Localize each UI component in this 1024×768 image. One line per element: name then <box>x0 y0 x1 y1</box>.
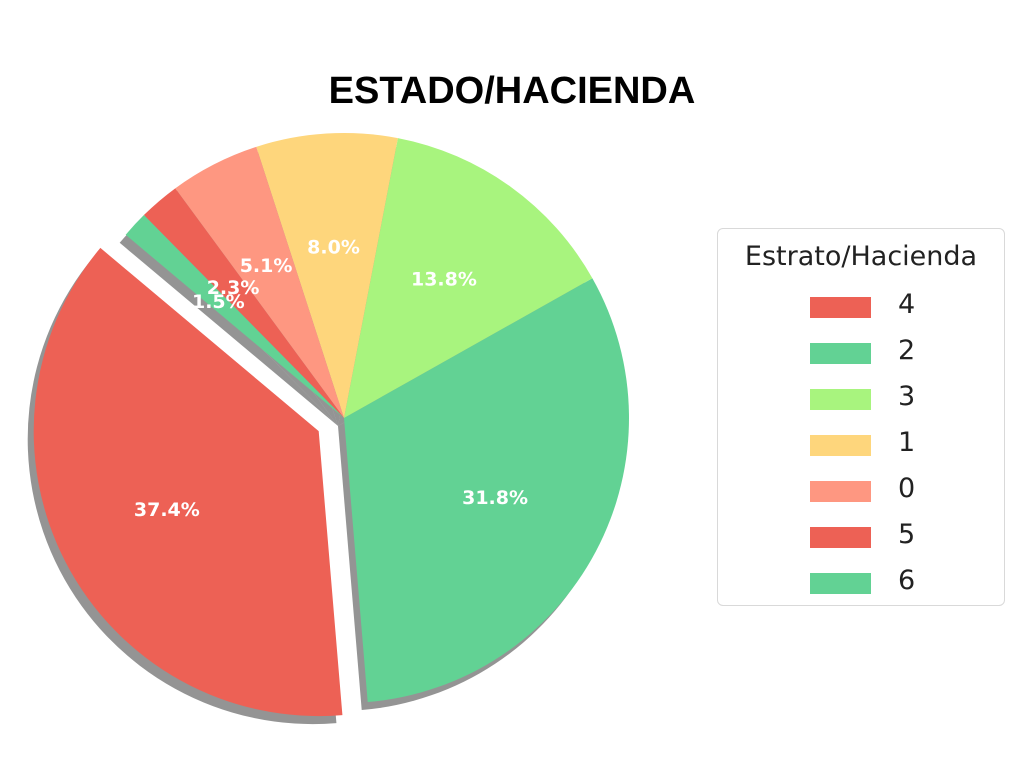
legend-label: 3 <box>898 381 916 412</box>
legend-item: 2 <box>810 333 990 379</box>
legend-swatch <box>810 297 871 318</box>
legend-label: 0 <box>898 473 916 504</box>
legend-item: 4 <box>810 287 990 333</box>
legend-item: 1 <box>810 425 990 471</box>
legend-swatch <box>810 435 871 456</box>
legend-item: 6 <box>810 563 990 609</box>
legend-swatch <box>810 343 871 364</box>
legend-label: 4 <box>898 289 916 320</box>
pie-slice-0 <box>175 146 344 418</box>
pie-slice-3 <box>344 138 593 418</box>
legend-swatch <box>810 481 871 502</box>
legend-title: Estrato/Hacienda <box>744 241 978 272</box>
pie-slice-pct-label: 8.0% <box>307 236 360 258</box>
legend-items: 4 2 3 1 0 5 6 <box>810 287 990 609</box>
pie-slice-5 <box>143 188 344 418</box>
pie-slice-pct-label: 1.5% <box>192 291 245 313</box>
legend-item: 0 <box>810 471 990 517</box>
legend-item: 3 <box>810 379 990 425</box>
pie-slice-pct-label: 31.8% <box>462 487 528 509</box>
pie-slice-pct-label: 37.4% <box>134 499 200 521</box>
pie-slice-pct-label: 5.1% <box>240 255 293 277</box>
pie-slices <box>33 132 629 717</box>
legend-label: 5 <box>898 519 916 550</box>
pie-slice-2 <box>344 278 629 703</box>
pie-slice-1 <box>256 132 398 418</box>
legend-label: 2 <box>898 335 916 366</box>
legend-swatch <box>810 573 871 594</box>
legend-label: 1 <box>898 427 916 458</box>
pie-slice-pct-label: 2.3% <box>207 277 260 299</box>
legend-swatch <box>810 389 871 410</box>
pie-slice-pct-label: 13.8% <box>411 268 477 290</box>
pie-labels: 37.4% 31.8% 13.8% 8.0% 5.1%2.3%1.5% <box>134 236 528 520</box>
pie-slice-6 <box>125 215 345 418</box>
legend-swatch <box>810 527 871 548</box>
pie-chart: 37.4% 31.8% 13.8% 8.0% 5.1%2.3%1.5% <box>27 132 629 725</box>
legend-item: 5 <box>810 517 990 563</box>
legend: Estrato/Hacienda 4 2 3 1 0 5 6 <box>717 228 1005 606</box>
chart-title: ESTADO/HACIENDA <box>328 70 696 112</box>
pie-slice-4 <box>33 247 343 717</box>
legend-label: 6 <box>898 565 916 596</box>
